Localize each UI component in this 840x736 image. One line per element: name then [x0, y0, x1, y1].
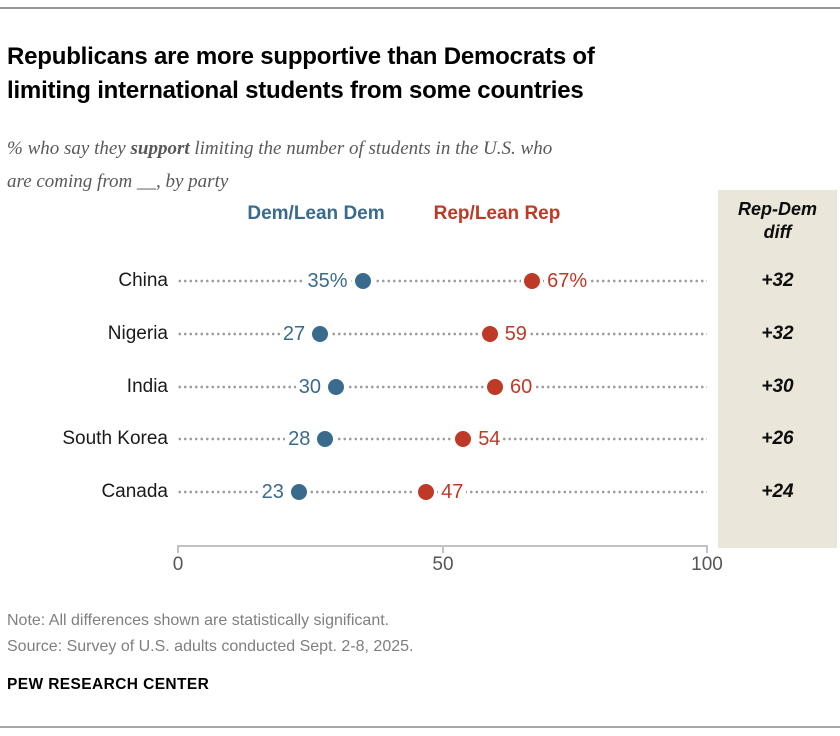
rep-value-label: 47 [438, 480, 467, 504]
top-divider [0, 7, 840, 9]
leader-line [177, 279, 707, 283]
note-text: Note: All differences shown are statisti… [7, 612, 390, 629]
rep-value-label: 54 [475, 427, 504, 452]
diff-value: +24 [761, 481, 794, 502]
leader-line [177, 331, 707, 336]
category-label: China [118, 270, 168, 291]
legend-rep-label: Rep/Lean Rep [433, 203, 561, 224]
dem-value-label: 27 [279, 321, 309, 346]
chart-subtitle: % who say they support limiting the numb… [7, 132, 707, 198]
axis-tick-label: 50 [432, 554, 454, 575]
dem-dot [317, 431, 334, 448]
dem-value-label: 35% [304, 269, 351, 293]
diff-value: +26 [761, 428, 794, 450]
dem-value-label: 23 [258, 480, 287, 504]
diff-value: +32 [761, 270, 794, 291]
rep-value-label: 67% [544, 269, 591, 293]
category-label: Nigeria [107, 322, 168, 344]
x-axis-line [177, 545, 708, 547]
subtitle-prefix: % who say they [7, 138, 131, 159]
rep-dot [487, 378, 503, 395]
source-text: Source: Survey of U.S. adults conducted … [7, 638, 414, 655]
diff-panel: Rep-Dem diff +32 +32 +30 +26 +24 [718, 190, 837, 548]
bottom-divider [0, 726, 840, 728]
axis-tick-label: 0 [172, 554, 184, 575]
diff-value: +30 [761, 375, 794, 397]
legend-dem-label: Dem/Lean Dem [247, 203, 385, 224]
dem-value-label: 28 [285, 427, 314, 452]
rep-dot [455, 431, 472, 448]
rep-dot [418, 484, 435, 500]
axis-tick-label: 100 [691, 554, 723, 575]
category-label: South Korea [62, 428, 168, 450]
axis-tick [706, 545, 708, 553]
subtitle-emphasis: support [130, 138, 190, 159]
diff-value: +32 [761, 322, 794, 344]
brand-logo-text: PEW RESEARCH CENTER [7, 676, 210, 693]
subtitle-suffix: limiting the number of students in the U… [7, 138, 553, 192]
leader-line [177, 437, 707, 442]
dem-value-label: 30 [295, 374, 324, 399]
category-label: India [126, 375, 168, 397]
rep-dot [481, 325, 498, 342]
dem-dot [354, 273, 371, 289]
rep-value-label: 60 [507, 374, 536, 399]
leader-line [177, 384, 707, 389]
dem-dot [290, 484, 307, 500]
page-title: Republicans are more supportive than Dem… [7, 43, 595, 105]
rep-dot [524, 273, 541, 289]
diff-panel-header: Rep-Dem diff [737, 199, 817, 242]
axis-tick [442, 545, 444, 553]
rep-value-label: 59 [501, 321, 530, 346]
dem-dot [312, 325, 329, 342]
axis-tick [177, 545, 179, 553]
category-label: Canada [101, 481, 168, 502]
dem-dot [328, 378, 344, 395]
